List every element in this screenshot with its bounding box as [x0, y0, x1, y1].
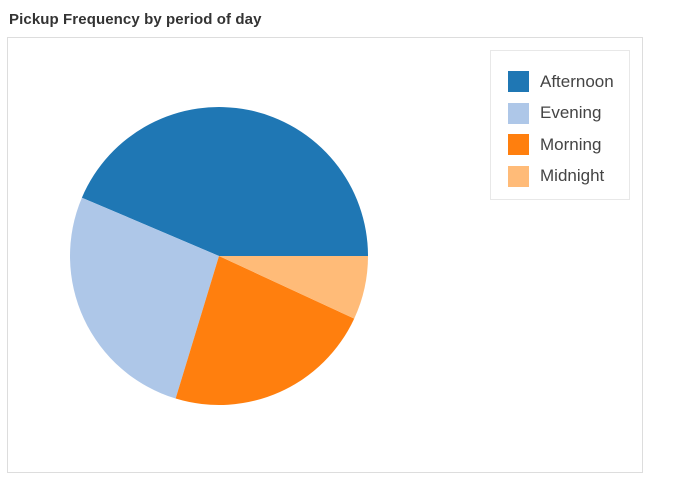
legend-label: Midnight: [540, 166, 605, 186]
legend-swatch: [508, 134, 529, 156]
legend-swatch: [508, 71, 529, 93]
legend-label: Evening: [540, 103, 602, 123]
legend-item-midnight: Midnight: [491, 161, 629, 193]
legend-item-afternoon: Afternoon: [491, 66, 629, 98]
chart-title: Pickup Frequency by period of day: [9, 11, 262, 28]
legend-label: Afternoon: [540, 71, 614, 91]
legend-swatch: [508, 102, 529, 124]
pie-slice-afternoon: [81, 107, 368, 257]
legend-item-morning: Morning: [491, 129, 629, 161]
pie-slice-morning: [175, 256, 355, 405]
legend-item-evening: Evening: [491, 98, 629, 130]
pie-slice-midnight: [219, 256, 368, 319]
pie-slice-evening: [70, 197, 219, 399]
legend-label: Morning: [540, 134, 602, 154]
chart-legend: Afternoon Evening Morning Midnight: [490, 50, 630, 200]
legend-swatch: [508, 165, 529, 187]
